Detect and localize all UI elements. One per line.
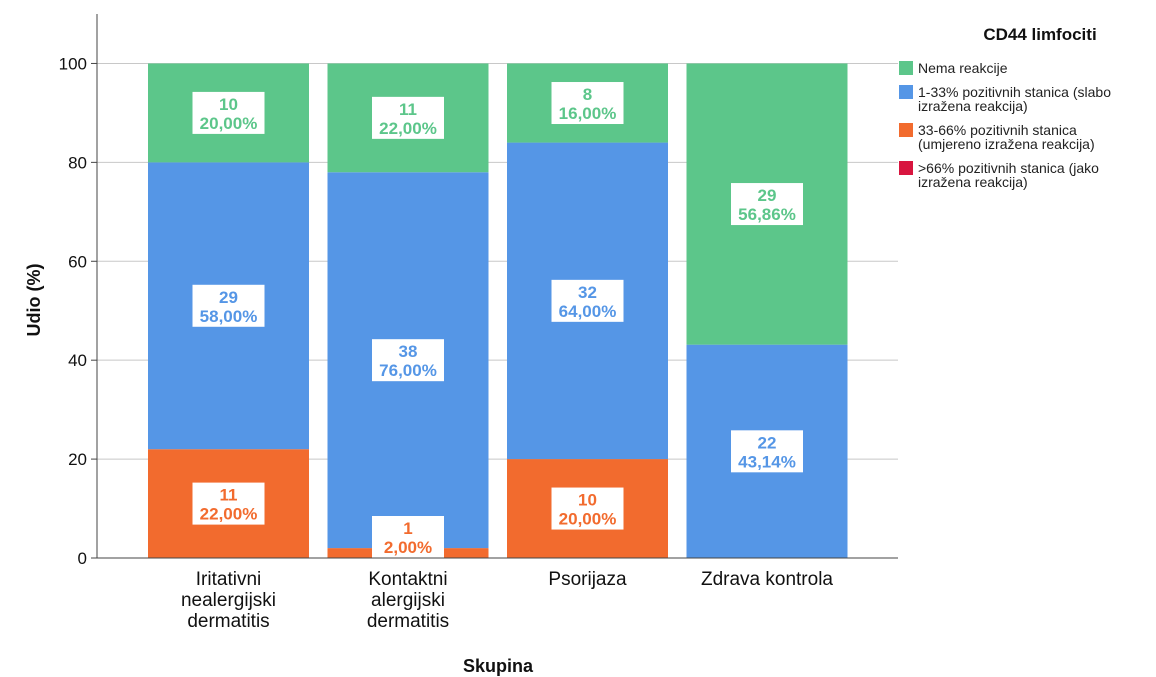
legend-swatch — [899, 61, 913, 75]
data-label-box — [731, 183, 803, 226]
data-label-count: 22 — [758, 433, 777, 452]
data-label-percent: 76,00% — [379, 361, 437, 380]
x-axis-title: Skupina — [463, 656, 534, 676]
data-label-box — [192, 91, 265, 134]
x-tick-label: Kontaktni — [368, 569, 447, 590]
data-label-percent: 22,00% — [200, 505, 258, 524]
data-label-percent: 56,86% — [738, 205, 796, 224]
x-tick-label: Psorijaza — [548, 569, 627, 590]
x-tick-label: Iritativni — [196, 569, 261, 590]
legend-entry-text: (umjereno izražena reakcija) — [918, 136, 1095, 152]
data-label-count: 32 — [578, 283, 597, 302]
data-labels: 1122,00%2958,00%1020,00%12,00%3876,00%11… — [192, 82, 803, 558]
data-label-box — [372, 96, 444, 139]
legend-entry-text: izražena reakcija) — [918, 98, 1028, 114]
x-tick-label: alergijski — [371, 590, 445, 611]
x-tick-label: Zdrava kontrola — [701, 569, 833, 590]
data-label-percent: 2,00% — [384, 538, 432, 557]
data-label-box — [192, 482, 265, 525]
data-label-count: 29 — [758, 186, 777, 205]
y-tick-label: 80 — [68, 153, 87, 172]
data-label-percent: 16,00% — [559, 104, 617, 123]
data-label-count: 1 — [403, 519, 412, 538]
y-tick-label: 20 — [68, 450, 87, 469]
data-label-count: 29 — [219, 288, 238, 307]
legend-entry-text: 33-66% pozitivnih stanica — [918, 122, 1077, 138]
data-label-box — [731, 430, 803, 473]
y-tick-label: 0 — [78, 549, 87, 568]
y-tick-label: 60 — [68, 252, 87, 271]
y-tick-label: 40 — [68, 351, 87, 370]
x-tick-label: dermatitis — [187, 611, 269, 632]
y-axis-title: Udio (%) — [24, 264, 44, 337]
data-label-percent: 20,00% — [559, 510, 617, 529]
data-label-percent: 64,00% — [559, 302, 617, 321]
legend-entry-text: Nema reakcije — [918, 60, 1008, 76]
y-tick-label: 100 — [59, 54, 87, 73]
data-label-box — [372, 516, 444, 558]
data-label-box — [192, 284, 265, 327]
axes: 020406080100Iritativninealergijskidermat… — [59, 14, 898, 632]
data-label-percent: 43,14% — [738, 452, 796, 471]
data-label-percent: 20,00% — [200, 114, 258, 133]
data-label-box — [551, 279, 624, 322]
data-label-box — [551, 487, 624, 530]
legend-swatch — [899, 85, 913, 99]
legend-swatch — [899, 123, 913, 137]
data-label-count: 11 — [220, 486, 238, 505]
x-tick-label: nealergijski — [181, 590, 276, 611]
data-label-count: 11 — [399, 100, 417, 119]
data-label-percent: 58,00% — [200, 307, 258, 326]
x-tick-label: dermatitis — [367, 611, 449, 632]
legend-entry-text: >66% pozitivnih stanica (jako — [918, 160, 1099, 176]
legend-title: CD44 limfociti — [983, 25, 1096, 44]
legend: CD44 limfociti Nema reakcije 1-33% poziti… — [899, 25, 1111, 190]
data-label-box — [372, 339, 444, 382]
legend-entry-text: izražena reakcija) — [918, 174, 1028, 190]
legend-entry-text: 1-33% pozitivnih stanica (slabo — [918, 84, 1111, 100]
data-label-count: 10 — [219, 95, 238, 114]
data-label-count: 38 — [399, 342, 418, 361]
data-label-percent: 22,00% — [379, 119, 437, 138]
data-label-count: 10 — [578, 491, 597, 510]
data-label-box — [551, 82, 624, 125]
data-label-count: 8 — [583, 85, 592, 104]
legend-swatch — [899, 161, 913, 175]
